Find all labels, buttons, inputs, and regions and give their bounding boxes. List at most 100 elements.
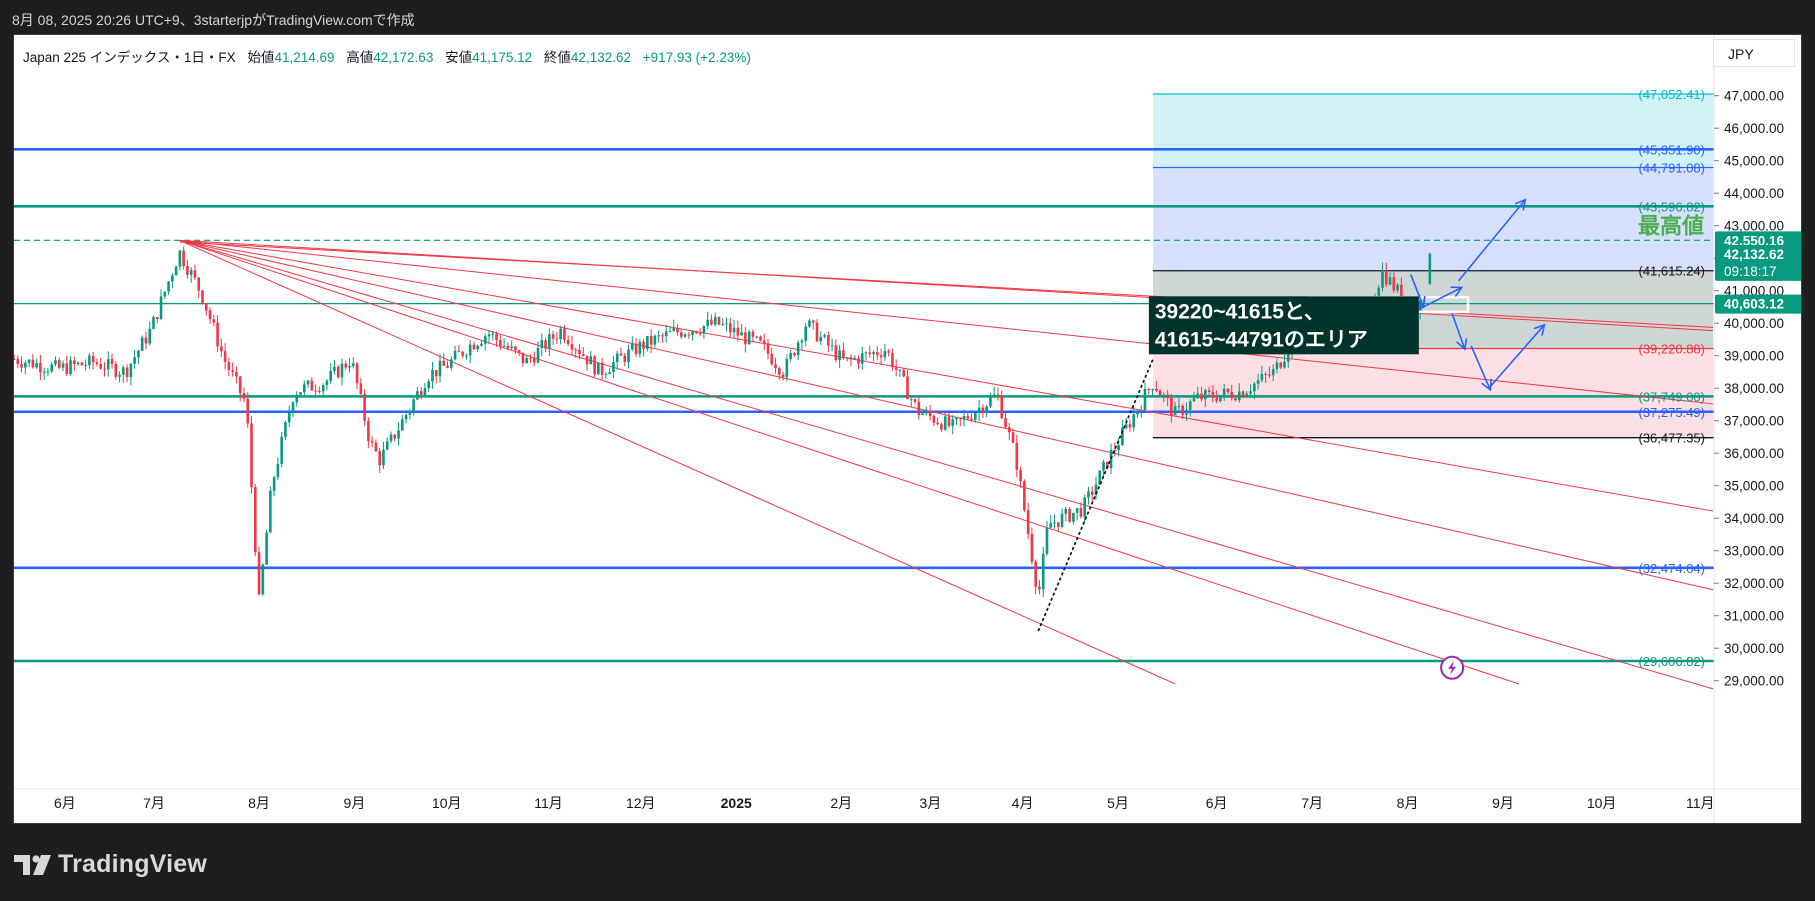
brand-name: TradingView xyxy=(58,850,208,878)
candle-body xyxy=(163,291,167,297)
candle-body xyxy=(438,360,442,377)
scenario-arrow-3 xyxy=(1470,345,1493,392)
y-tick-label: 36,000.00 xyxy=(1724,446,1784,461)
open-label: 始値 xyxy=(247,50,275,65)
candle-body xyxy=(1060,513,1064,527)
candle-body xyxy=(1011,432,1015,443)
candle-body xyxy=(992,394,996,398)
candle-body xyxy=(1007,427,1011,433)
candle-body xyxy=(876,351,879,356)
candle-body xyxy=(970,418,973,420)
candle-body xyxy=(521,352,525,364)
candle-body xyxy=(657,335,660,337)
candle-body xyxy=(804,326,807,341)
candle-body xyxy=(1083,497,1086,517)
candle-body xyxy=(393,434,397,439)
candle-body xyxy=(755,336,758,338)
candle-body xyxy=(762,340,766,344)
candle-body xyxy=(955,417,958,420)
candle-body xyxy=(1400,284,1403,303)
candle-body xyxy=(35,362,38,368)
candle-body xyxy=(1019,469,1022,482)
candle-body xyxy=(246,398,250,424)
arrow-head xyxy=(1450,286,1464,297)
candle-body xyxy=(1038,586,1041,590)
candle-body xyxy=(140,337,144,351)
price-badge-2: 40,603.12 xyxy=(1715,294,1801,314)
candle-body xyxy=(1245,393,1249,398)
candle-body xyxy=(235,372,238,377)
fan-line-5 xyxy=(179,239,1520,685)
arrow-head xyxy=(1514,198,1527,211)
candle-body xyxy=(1136,410,1139,415)
candle-body xyxy=(691,331,694,335)
candle-body xyxy=(695,331,698,334)
candle-body xyxy=(1234,398,1237,401)
candle-body xyxy=(65,363,69,375)
candle-body xyxy=(525,358,529,364)
candle-body xyxy=(95,362,99,365)
candle-body xyxy=(80,362,84,366)
symbol-name: Japan 225 インデックス・1日・FX xyxy=(23,50,236,65)
candle-body xyxy=(842,350,845,359)
candle-body xyxy=(1004,418,1007,428)
candle-body xyxy=(710,319,713,325)
candle-body xyxy=(355,363,359,384)
candle-body xyxy=(1079,508,1083,517)
candle-body xyxy=(39,362,42,373)
candle-body xyxy=(962,415,966,419)
candle-body xyxy=(1241,391,1245,398)
candle-body xyxy=(363,393,366,421)
price-chart[interactable]: 39220~41615と、 41615~44791のエリア 最高値 (45,351.9… xyxy=(14,35,1802,824)
callout-box xyxy=(1148,296,1419,355)
candle-body xyxy=(676,328,679,333)
candle-body xyxy=(1124,424,1128,428)
candle-body xyxy=(1151,388,1154,390)
candle-body xyxy=(284,422,287,437)
candle-body xyxy=(1098,470,1102,485)
candle-body xyxy=(732,327,736,333)
candle-body xyxy=(902,369,906,377)
candle-body xyxy=(819,336,823,342)
candle-body xyxy=(789,353,792,360)
candle-body xyxy=(864,352,868,354)
candle-body xyxy=(499,340,502,347)
candle-body xyxy=(630,343,634,350)
currency-selector[interactable]: JPY xyxy=(1713,39,1795,67)
fan-line-1 xyxy=(179,239,1714,405)
tradingview-logo-icon xyxy=(14,855,51,876)
candle-body xyxy=(208,310,212,320)
candle-body xyxy=(649,335,653,345)
candle-body xyxy=(1109,449,1113,469)
y-tick-label: 34,000.00 xyxy=(1724,511,1784,526)
candle-body xyxy=(201,290,204,304)
close-value: 42,132.62 xyxy=(570,50,631,65)
x-tick-label: 10月 xyxy=(1587,795,1617,811)
y-tick-label: 31,000.00 xyxy=(1724,609,1784,624)
candle-body xyxy=(1279,362,1283,368)
candle-body xyxy=(122,367,125,375)
candle-body xyxy=(574,349,578,351)
x-tick-label: 12月 xyxy=(626,795,656,811)
level-label-41615.24: (41,615.24) xyxy=(1639,264,1706,279)
candle-body xyxy=(766,343,770,354)
candle-body xyxy=(1396,284,1399,291)
candle-body xyxy=(604,374,608,376)
candle-body xyxy=(646,335,649,349)
candle-body xyxy=(1381,269,1384,288)
candle-body xyxy=(476,345,480,350)
candle-body xyxy=(178,250,182,267)
chart-frame[interactable]: 39220~41615と、 41615~44791のエリア 最高値 (45,351.9… xyxy=(13,34,1802,824)
candle-body xyxy=(250,423,253,488)
tradingview-brand[interactable]: TradingView xyxy=(14,850,207,879)
candle-body xyxy=(167,281,170,292)
candle-body xyxy=(698,333,702,335)
candle-body xyxy=(1177,405,1181,407)
candle-body xyxy=(906,376,909,400)
candle-body xyxy=(1211,392,1215,398)
candle-body xyxy=(427,381,430,389)
candle-body xyxy=(879,355,883,358)
candle-body xyxy=(1260,374,1264,381)
candle-body xyxy=(310,380,314,391)
candle-body xyxy=(73,360,76,365)
